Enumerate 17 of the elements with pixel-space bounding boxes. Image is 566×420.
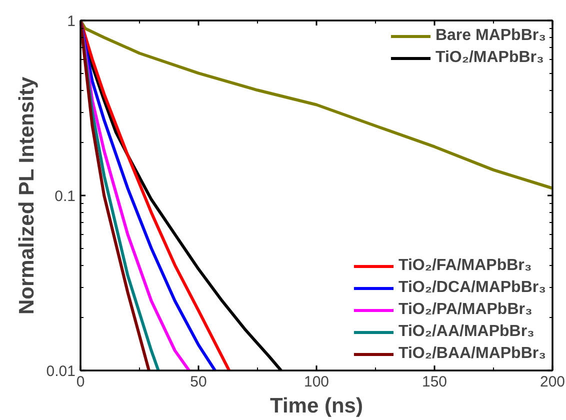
x-tick-label: 100 xyxy=(304,374,330,390)
x-tick-label: 50 xyxy=(190,374,207,390)
legend-label: TiO₂/BAA/MAPbBr₃ xyxy=(398,345,546,363)
x-tick-label: 0 xyxy=(76,374,85,390)
legend-label: TiO₂/PA/MAPbBr₃ xyxy=(398,301,532,319)
y-tick-label: 0.01 xyxy=(46,363,76,380)
x-axis-title: Time (ns) xyxy=(270,394,363,418)
legend-label: TiO₂/MAPbBr₃ xyxy=(435,49,544,67)
legend-label: TiO₂/DCA/MAPbBr₃ xyxy=(398,279,546,297)
legend-label: TiO₂/AA/MAPbBr₃ xyxy=(398,323,534,341)
x-tick-label: 150 xyxy=(422,374,448,390)
y-tick-label: 0.1 xyxy=(54,188,76,205)
y-axis-title: Normalized PL Intensity xyxy=(15,76,38,315)
x-tick-label: 200 xyxy=(540,374,566,390)
legend-label: TiO₂/FA/MAPbBr₃ xyxy=(398,257,532,275)
y-tick-label: 1 xyxy=(67,13,76,30)
legend-label: Bare MAPbBr₃ xyxy=(435,27,546,45)
